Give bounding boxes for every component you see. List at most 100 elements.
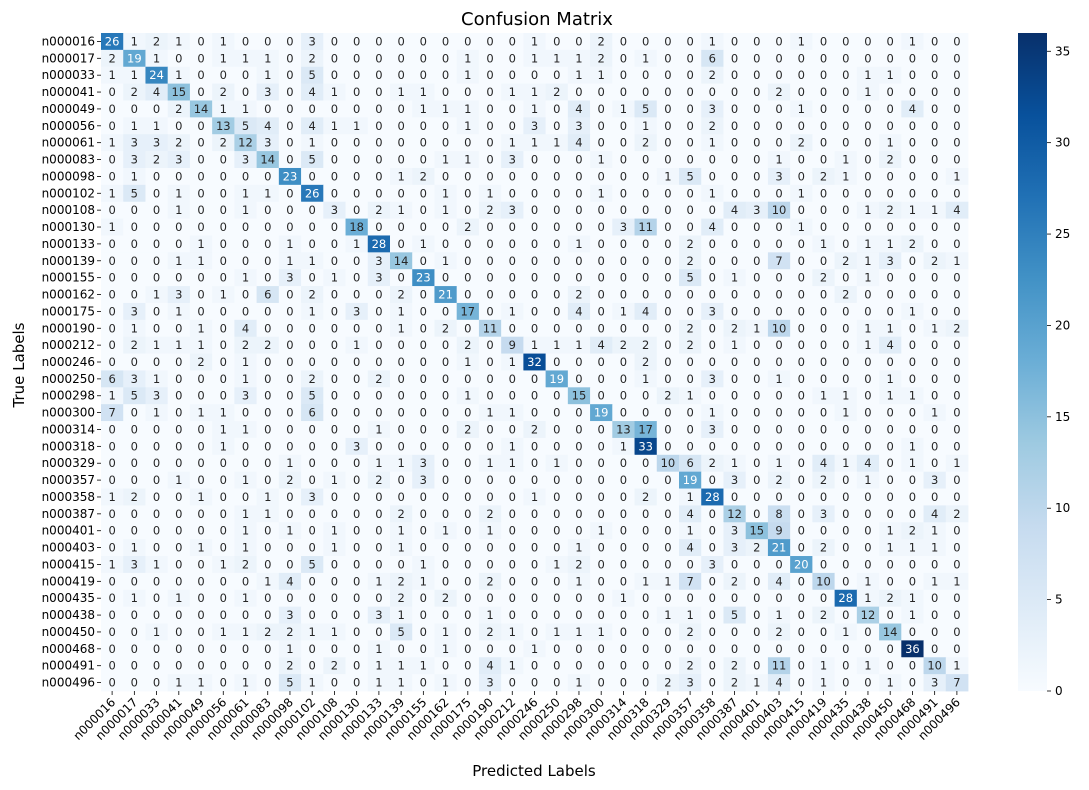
cell-value-label: 0 xyxy=(309,220,316,234)
cell-value-label: 0 xyxy=(709,439,716,453)
heatmap-cell xyxy=(456,269,480,287)
heatmap-cell xyxy=(212,167,235,186)
cell-value-label: 0 xyxy=(353,372,360,386)
cell-value-label: 2 xyxy=(286,659,293,673)
cell-value-label: 0 xyxy=(397,153,404,167)
cell-value-label: 0 xyxy=(598,254,605,268)
cell-value-label: 0 xyxy=(775,490,782,504)
cell-value-label: 0 xyxy=(753,186,760,200)
cell-value-label: 5 xyxy=(131,389,138,403)
cell-value-label: 0 xyxy=(286,85,293,99)
cell-value-label: 0 xyxy=(931,439,938,453)
cell-value-label: 0 xyxy=(375,490,382,504)
heatmap-cell xyxy=(590,100,613,118)
heatmap-cell xyxy=(301,269,324,287)
heatmap-cell xyxy=(145,235,169,253)
cell-value-label: 1 xyxy=(131,119,138,133)
cell-value-label: 1 xyxy=(420,574,427,588)
cell-value-label: 0 xyxy=(575,659,582,673)
heatmap-cell xyxy=(656,134,680,152)
cell-value-label: 0 xyxy=(286,422,293,436)
heatmap-cell xyxy=(923,117,947,135)
cell-value-label: 0 xyxy=(553,574,560,588)
heatmap-cell xyxy=(367,286,391,304)
heatmap-cell xyxy=(523,134,547,152)
y-tick-label: n000491 xyxy=(42,659,95,673)
cell-value-label: 0 xyxy=(397,51,404,65)
heatmap-cell xyxy=(523,218,547,236)
heatmap-cell xyxy=(856,184,880,203)
heatmap-cell xyxy=(234,117,258,135)
cell-value-label: 0 xyxy=(175,524,182,538)
heatmap-cell xyxy=(701,286,724,304)
cell-value-label: 0 xyxy=(598,304,605,318)
cell-value-label: 2 xyxy=(820,608,827,622)
cell-value-label: 0 xyxy=(442,220,449,234)
cell-value-label: 0 xyxy=(553,169,560,183)
cell-value-label: 0 xyxy=(331,51,338,65)
cell-value-label: 0 xyxy=(375,524,382,538)
heatmap-cell xyxy=(189,218,213,236)
cell-value-label: 3 xyxy=(375,271,382,285)
heatmap-cell xyxy=(567,33,591,51)
cell-value-label: 0 xyxy=(397,372,404,386)
cell-value-label: 0 xyxy=(553,119,560,133)
cell-value-label: 0 xyxy=(664,102,671,116)
cell-value-label: 0 xyxy=(709,271,716,285)
cell-value-label: 9 xyxy=(775,524,782,538)
heatmap-cell xyxy=(167,151,191,169)
heatmap-cell xyxy=(234,252,258,270)
cell-value-label: 0 xyxy=(509,557,516,571)
cell-value-label: 0 xyxy=(775,102,782,116)
cell-value-label: 0 xyxy=(108,642,115,656)
cell-value-label: 0 xyxy=(620,34,627,48)
cell-value-label: 3 xyxy=(575,119,582,133)
heatmap-cell xyxy=(145,49,169,68)
cell-value-label: 0 xyxy=(953,119,960,133)
heatmap-cell xyxy=(590,49,613,68)
cell-value-label: 0 xyxy=(553,203,560,217)
cell-value-label: 0 xyxy=(264,473,271,487)
heatmap-cell xyxy=(323,167,346,186)
heatmap-cell xyxy=(345,134,369,152)
cell-value-label: 1 xyxy=(331,625,338,639)
cell-value-label: 0 xyxy=(397,642,404,656)
cell-value-label: 1 xyxy=(864,203,871,217)
cell-value-label: 0 xyxy=(575,642,582,656)
heatmap-cell xyxy=(234,167,258,186)
cell-value-label: 0 xyxy=(598,136,605,150)
cell-value-label: 0 xyxy=(309,456,316,470)
heatmap-cell xyxy=(656,218,680,236)
heatmap-cell xyxy=(189,184,213,203)
heatmap-cell xyxy=(856,252,880,270)
cell-value-label: 3 xyxy=(509,203,516,217)
cell-value-label: 0 xyxy=(420,355,427,369)
heatmap-cell xyxy=(501,201,524,219)
cell-value-label: 0 xyxy=(509,507,516,521)
heatmap-cell xyxy=(634,49,658,68)
heatmap-cell xyxy=(923,151,947,169)
cell-value-label: 0 xyxy=(464,169,471,183)
cell-value-label: 0 xyxy=(753,490,760,504)
heatmap-cell xyxy=(456,218,480,236)
y-tick-label: n000419 xyxy=(42,574,95,588)
heatmap-cell xyxy=(456,33,480,51)
heatmap-cell xyxy=(101,49,124,68)
cell-value-label: 0 xyxy=(309,642,316,656)
heatmap-cell xyxy=(634,235,658,253)
cell-value-label: 0 xyxy=(775,406,782,420)
cell-value-label: 23 xyxy=(283,169,298,183)
cell-value-label: 0 xyxy=(286,439,293,453)
cell-value-label: 0 xyxy=(775,237,782,251)
heatmap-cell xyxy=(434,286,458,304)
heatmap-cell xyxy=(856,201,880,219)
cell-value-label: 0 xyxy=(286,68,293,82)
cell-value-label: 0 xyxy=(887,490,894,504)
heatmap-cell xyxy=(767,286,791,304)
cell-value-label: 2 xyxy=(464,422,471,436)
cell-value-label: 0 xyxy=(753,406,760,420)
heatmap-cell xyxy=(167,201,191,219)
cell-value-label: 1 xyxy=(464,102,471,116)
cell-value-label: 0 xyxy=(620,541,627,555)
cell-value-label: 0 xyxy=(464,439,471,453)
